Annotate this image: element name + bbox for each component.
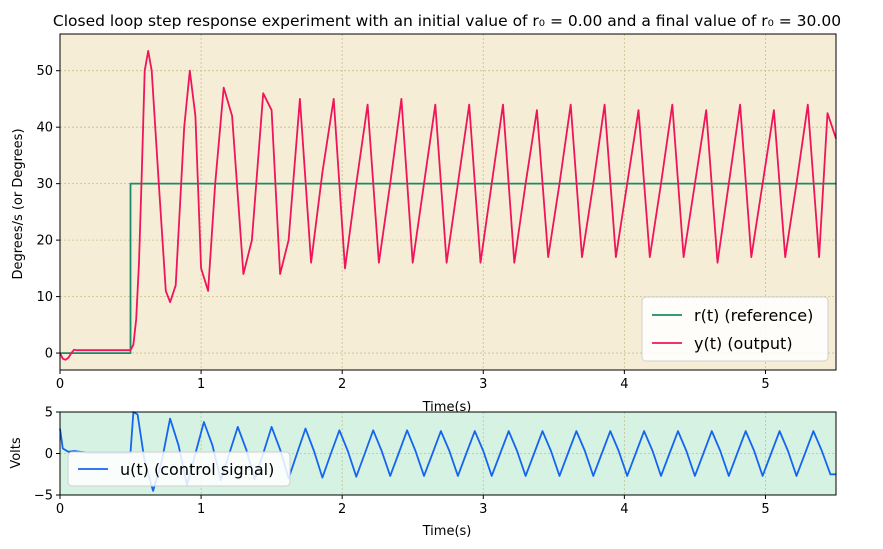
bottom-y-tick-label: 0 [45,447,53,462]
bottom-y-tick-label: 5 [45,406,53,421]
top-x-tick-label: 1 [197,377,205,392]
bottom-y-tick-label: −5 [34,489,53,504]
bottom-x-axis-label: Time(s) [422,524,472,539]
legend-label-control: u(t) (control signal) [120,460,274,479]
top-x-tick-label: 4 [620,377,628,392]
top-y-tick-label: 50 [36,64,53,79]
top-y-tick-label: 0 [45,347,53,362]
bottom-ticks: 0 1 2 3 4 5−505 [34,406,770,518]
step-response-chart: Closed loop step response experiment wit… [11,12,841,415]
bottom-legend-box [67,451,291,487]
bottom-x-tick-label: 4 [620,502,628,517]
top-y-tick-label: 30 [36,177,53,192]
top-series-line-1 [60,182,836,355]
bottom-x-tick-label: 1 [197,502,205,517]
bottom-x-tick-label: 2 [338,502,346,517]
top-y-tick-label: 40 [36,121,53,136]
top-legend: r(t) (reference) y(t) (output) [641,296,829,362]
control-signal-chart: 0 1 2 3 4 5−505 Time(s) Volts u(t) (control s… [9,406,837,539]
bottom-x-tick-label: 0 [56,502,64,517]
legend-label-output: y(t) (output) [694,334,793,353]
top-x-axis-label: Time(s) [422,400,472,415]
top-y-tick-label: 20 [36,234,53,249]
top-x-tick-label: 2 [338,377,346,392]
top-x-tick-label: 0 [56,377,64,392]
top-x-tick-label: 5 [761,377,769,392]
bottom-y-axis-label: Volts [9,437,24,469]
top-legend-box [641,296,829,362]
legend-label-reference: r(t) (reference) [694,306,813,325]
top-y-axis-label: Degrees/s (or Degrees) [11,128,26,279]
bottom-x-tick-label: 5 [761,502,769,517]
bottom-plot-frame [59,411,837,496]
top-x-tick-label: 3 [479,377,487,392]
top-series-line-2 [59,50,837,361]
top-plot-frame [59,33,837,371]
bottom-x-tick-label: 3 [479,502,487,517]
bottom-legend: u(t) (control signal) [67,451,291,487]
chart-title: Closed loop step response experiment wit… [53,12,841,30]
top-y-tick-label: 10 [36,290,53,305]
top-series [59,50,837,361]
